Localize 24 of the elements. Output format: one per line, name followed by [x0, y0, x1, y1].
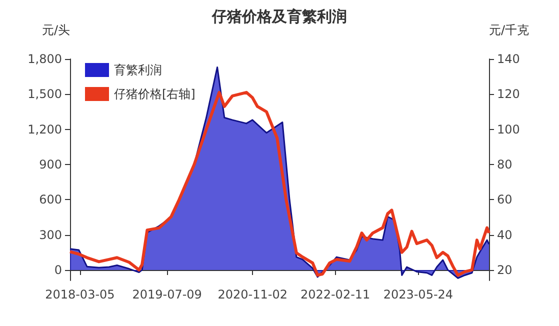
x-tick-label: 2022-02-11 [300, 288, 370, 302]
y-tick-label: 1,200 [28, 122, 62, 136]
y-tick-label: 900 [39, 157, 62, 172]
y-tick-label: 1,800 [28, 52, 62, 66]
y2-tick-label: 20 [497, 262, 512, 277]
x-tick-label: 2018-03-05 [45, 288, 115, 302]
y2-tick-label: 100 [497, 122, 520, 136]
y2-tick-label: 40 [497, 228, 512, 242]
x-tick-label: 2020-11-02 [218, 288, 288, 302]
legend-label: 仔猪价格[右轴] [114, 87, 196, 101]
legend-label: 育繁利润 [114, 63, 162, 77]
y2-axis-title: 元/千克 [489, 23, 530, 37]
y-tick-label: 600 [39, 192, 62, 207]
y2-tick-label: 120 [497, 87, 520, 102]
y-tick-label: 1,500 [28, 87, 62, 102]
chart-title: 仔猪价格及育繁利润 [211, 8, 347, 26]
y-tick-label: 300 [39, 228, 62, 242]
x-tick-label: 2023-05-24 [383, 288, 454, 302]
y-axis-title: 元/头 [42, 23, 70, 37]
x-tick-label: 2019-07-09 [132, 288, 202, 302]
y-tick-label: 0 [54, 262, 62, 277]
y2-tick-label: 60 [497, 192, 512, 207]
y2-tick-label: 140 [497, 52, 520, 66]
y2-tick-label: 80 [497, 157, 512, 172]
